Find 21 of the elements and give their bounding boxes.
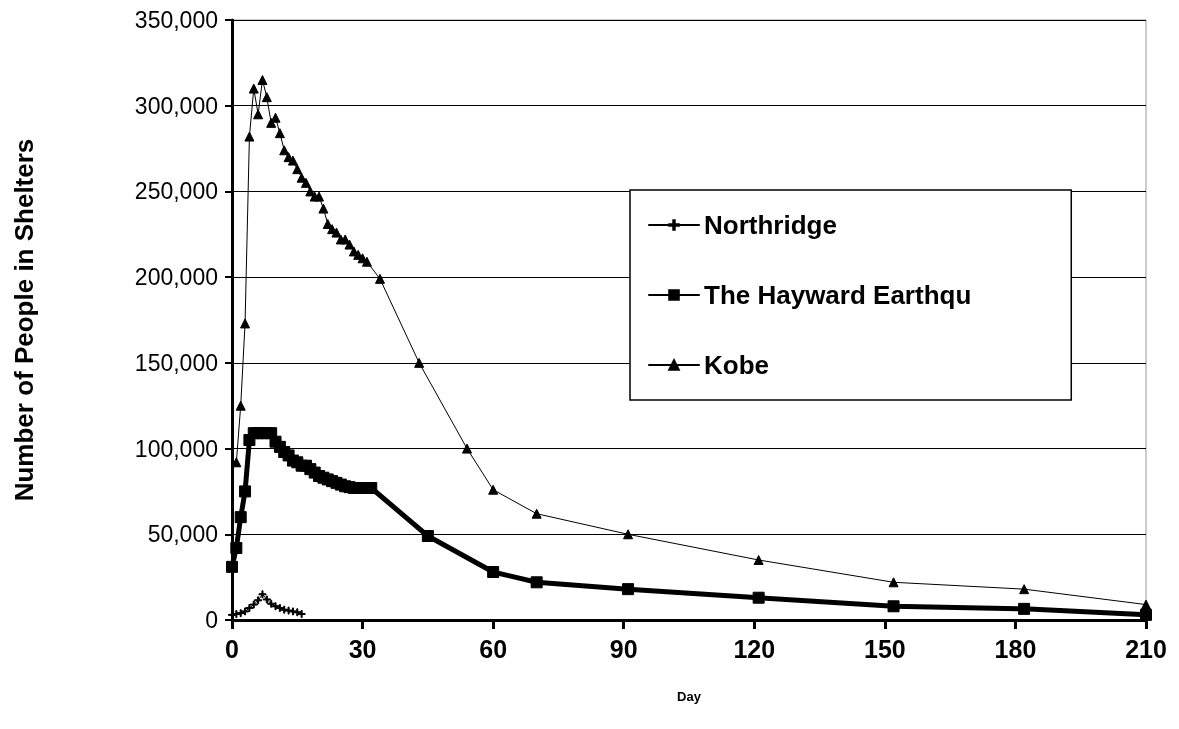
y-tick-label: 100,000 [134, 435, 218, 462]
x-tick-label: 120 [733, 634, 776, 663]
legend-label: Northridge [704, 210, 837, 240]
x-tick-label: 0 [225, 634, 239, 663]
y-axis-title: Number of People in Shelters [9, 138, 39, 502]
y-tick-label: 50,000 [147, 521, 218, 548]
x-tick-label: 90 [609, 634, 638, 663]
y-tick-label: 150,000 [134, 349, 218, 376]
x-axis-title: Day [677, 689, 702, 704]
y-tick-label: 300,000 [134, 92, 218, 119]
x-tick-label: 60 [479, 634, 508, 663]
x-tick-label: 30 [348, 634, 377, 663]
x-tick-label: 150 [864, 634, 906, 663]
legend-label: The Hayward Earthqu [704, 280, 972, 310]
y-tick-label: 200,000 [134, 264, 218, 291]
y-tick-label: 250,000 [134, 178, 218, 205]
x-tick-label: 180 [994, 634, 1037, 663]
x-tick-label: 210 [1125, 634, 1167, 663]
y-tick-label: 350,000 [134, 7, 218, 33]
legend-label: Kobe [704, 350, 769, 380]
y-tick-label: 0 [205, 607, 218, 633]
